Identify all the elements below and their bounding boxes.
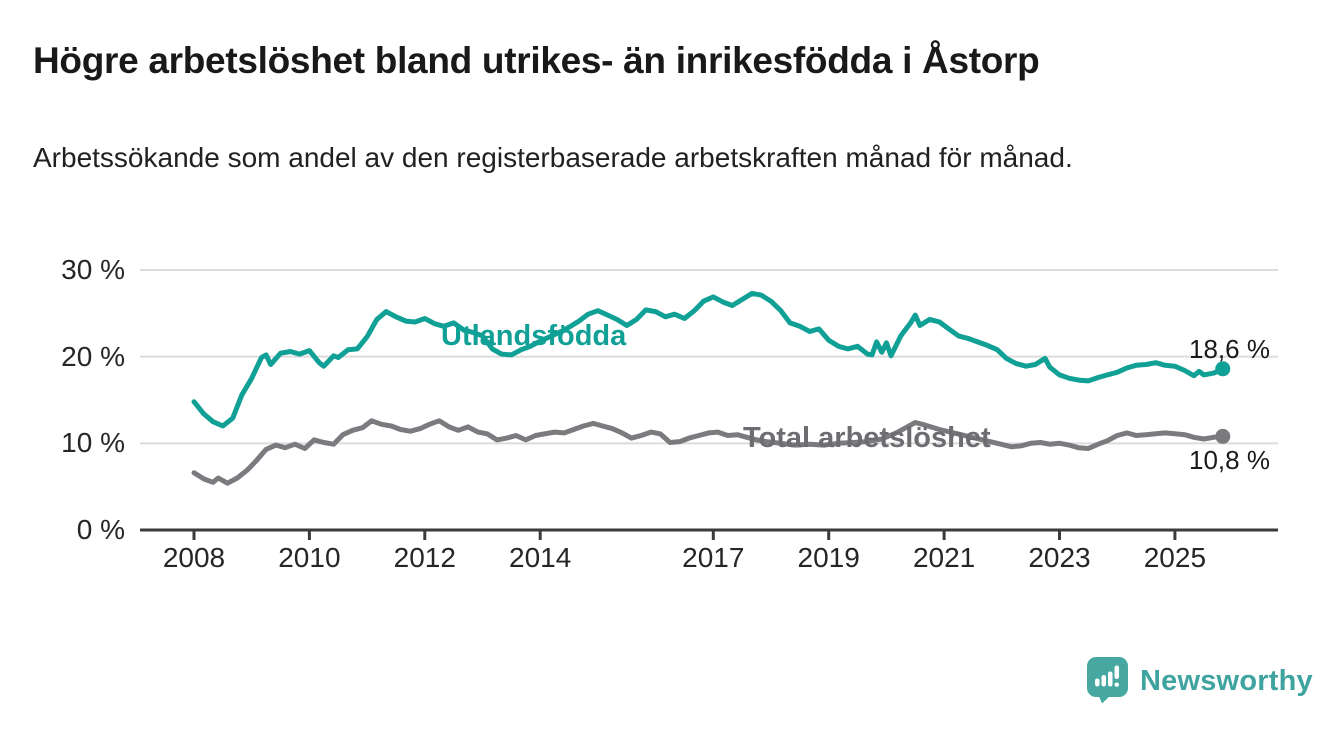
series-label-utlandsfodda: Utlandsfödda [441,320,627,352]
series-label-total-arbetsloshet: Total arbetslöshet [743,422,991,454]
y-axis-tick-label-30: 30 % [61,253,125,285]
newsworthy-logo-text: Newsworthy [1140,664,1313,697]
x-axis-tick-label-2017: 2017 [682,542,745,573]
x-axis-tick-label-2019: 2019 [797,542,860,573]
chart-subtitle: Arbetssökande som andel av den registerb… [33,142,1073,173]
chart-title: Högre arbetslöshet bland utrikes- än inr… [33,40,1040,81]
x-axis-tick-label-2023: 2023 [1028,542,1091,573]
x-axis-tick-label-2025: 2025 [1143,542,1207,573]
x-axis-tick-label-2008: 2008 [162,542,226,573]
end-value-label-utlandsfodda: 18,6 % [1189,334,1270,364]
y-axis-tick-label-0: 0 % [76,514,125,545]
y-axis-tick-label-10: 10 % [61,427,125,459]
x-axis-tick-label-2021: 2021 [912,542,976,573]
x-axis-tick-label-2014: 2014 [509,542,572,573]
y-axis-tick-label-20: 20 % [61,340,125,372]
newsworthy-logo: Newsworthy [1087,657,1313,704]
x-axis-tick-label-2010: 2010 [278,542,341,573]
end-value-label-total-arbetsloshet: 10,8 % [1189,445,1270,475]
newsworthy-logo-icon [1087,657,1128,704]
x-axis-tick-label-2012: 2012 [393,542,456,573]
